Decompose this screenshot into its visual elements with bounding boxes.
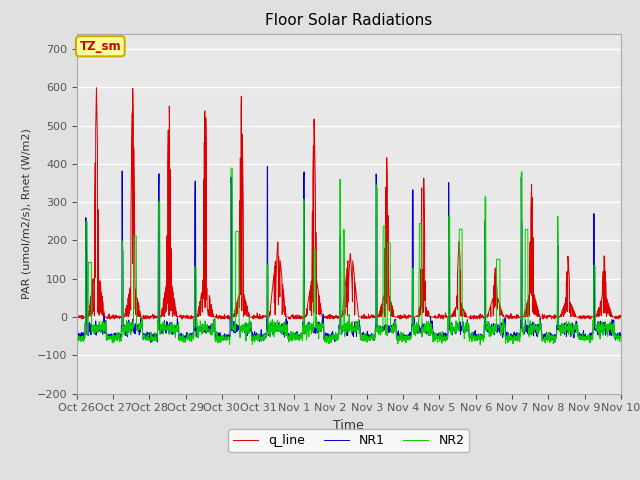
NR2 [476,342,484,348]
NR2 [225,333,232,339]
Text: TZ_sm: TZ_sm [79,40,121,53]
NR2 [73,333,81,338]
q_line [365,315,372,321]
q_line [584,314,592,320]
NR2 [570,331,577,337]
Legend: q_line, NR1, NR2: q_line, NR1, NR2 [228,429,470,452]
NR2 [508,334,515,339]
Line: NR2: NR2 [77,168,621,345]
NR1 [570,324,577,330]
q_line [73,314,81,320]
Title: Floor Solar Radiations: Floor Solar Radiations [265,13,433,28]
NR2 [617,334,625,339]
NR2 [227,165,235,171]
NR1 [376,328,384,334]
q_line [225,316,233,322]
q_line [77,316,85,322]
q_line [93,85,100,91]
X-axis label: Time: Time [333,419,364,432]
NR1 [551,339,559,345]
NR1 [264,164,271,169]
NR1 [365,335,372,341]
NR1 [584,335,592,341]
NR1 [617,331,625,336]
q_line [570,306,577,312]
NR1 [73,330,81,336]
q_line [508,313,515,319]
NR2 [584,334,592,339]
q_line [617,314,625,320]
NR1 [507,332,515,337]
Line: NR1: NR1 [77,167,621,342]
Y-axis label: PAR (umol/m2/s), Rnet (W/m2): PAR (umol/m2/s), Rnet (W/m2) [21,128,31,299]
NR1 [225,333,232,339]
NR2 [365,334,372,340]
q_line [377,305,385,311]
Line: q_line: q_line [77,88,621,319]
NR2 [376,325,384,331]
